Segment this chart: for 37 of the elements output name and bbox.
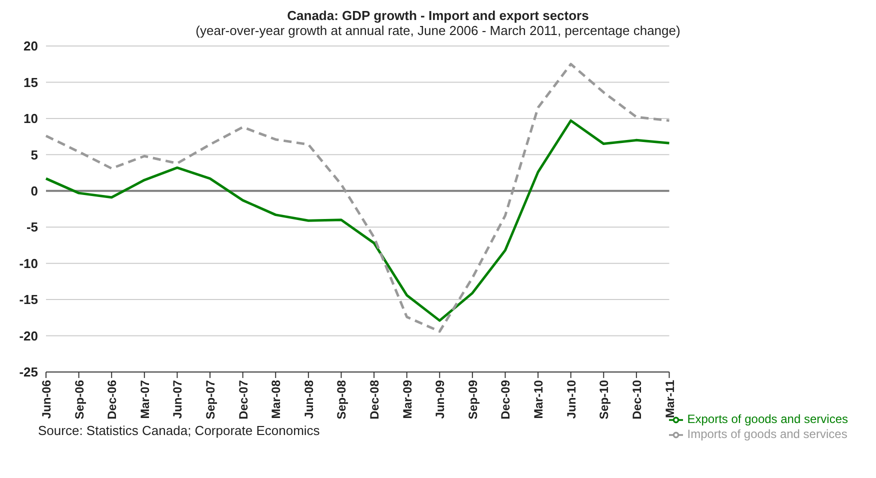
chart-subtitle: (year-over-year growth at annual rate, June 2006 - March 2011, percentage change) — [194, 23, 682, 38]
x-tick-label: Sep-06 — [72, 380, 86, 420]
y-tick-label: -10 — [19, 256, 38, 271]
x-tick-label: Jun-06 — [40, 380, 54, 419]
x-tick-label: Mar-08 — [269, 380, 284, 419]
x-tick-label: Sep-07 — [204, 380, 218, 420]
x-tick-label: Mar-07 — [138, 380, 152, 419]
x-tick-label: Dec-10 — [630, 380, 644, 420]
y-tick-label: -25 — [19, 364, 38, 380]
x-tick-label: Jun-08 — [302, 380, 316, 419]
line-series — [44, 62, 670, 333]
x-tick-label: Sep-10 — [597, 380, 612, 420]
x-tick-label: Jun-07 — [170, 380, 185, 419]
y-tick-label: -5 — [26, 220, 38, 235]
y-tick-label: 20 — [24, 38, 38, 54]
y-tick-label: 5 — [30, 147, 38, 162]
y-tick-label: 10 — [24, 111, 38, 126]
y-tick-label: 15 — [24, 74, 38, 90]
y-tick-label: -20 — [19, 328, 38, 344]
y-tick-label: 0 — [30, 184, 38, 199]
x-tick-label: Dec-09 — [498, 380, 513, 420]
x-tick-label: Dec-07 — [236, 380, 250, 420]
x-tick-label: Dec-06 — [105, 380, 120, 420]
legend-label: Imports of goods and services — [687, 427, 848, 442]
source-note: Source: Statistics Canada; Corporate Economics — [38, 423, 320, 438]
x-tick-label: Sep-08 — [334, 380, 349, 420]
x-tick-label: Jun-09 — [433, 380, 448, 419]
x-tick-label: Mar-11 — [662, 380, 677, 418]
x-tick-label: Mar-09 — [400, 380, 414, 419]
x-tick-label: Dec-08 — [368, 380, 382, 420]
x-tick-label: Jun-10 — [564, 380, 578, 419]
legend-label: Exports of goods and services — [687, 412, 848, 426]
line-series — [44, 119, 670, 322]
x-tick-label: Sep-09 — [466, 380, 480, 420]
chart-title: Canada: GDP growth - Import and export sectors — [286, 8, 590, 23]
y-tick-label: -15 — [19, 292, 38, 308]
x-tick-label: Mar-10 — [532, 380, 546, 419]
